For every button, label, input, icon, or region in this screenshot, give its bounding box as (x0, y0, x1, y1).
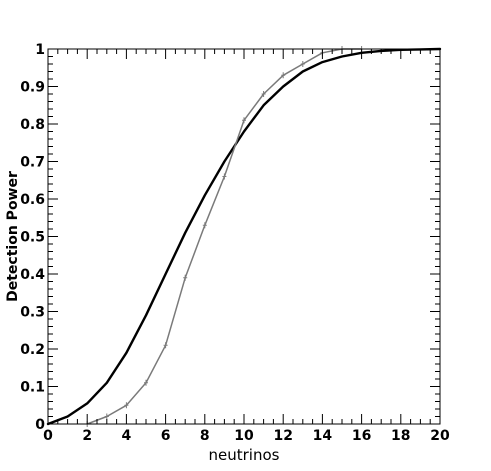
x-axis-title: neutrinos (209, 446, 280, 464)
series-line-2 (86, 48, 363, 425)
y-axis-title: Detection Power (5, 171, 21, 302)
y-tick-label: 0.1 (20, 380, 45, 396)
series-line-1 (46, 47, 442, 426)
x-tick-label: 4 (122, 428, 132, 444)
y-tick-label: 0.5 (20, 230, 45, 246)
x-tick-label: 2 (82, 428, 92, 444)
x-tick-label: 0 (43, 428, 53, 444)
y-tick-label: 0.8 (20, 117, 45, 133)
y-tick-label: 0.6 (20, 192, 45, 208)
x-tick-label: 20 (430, 428, 450, 444)
y-tick-label: 1 (35, 42, 45, 58)
series-layer (46, 46, 442, 427)
x-tick-label: 8 (200, 428, 210, 444)
x-tick-label: 18 (391, 428, 410, 444)
y-tick-label: 0.7 (20, 155, 45, 171)
x-tick-label: 10 (234, 428, 254, 444)
y-axis-ticks: 0 0.1 0.2 0.3 0.4 0.5 0.6 0.7 0.8 0.9 1 (20, 42, 440, 433)
y-tick-label: 0 (35, 417, 45, 433)
y-tick-label: 0.2 (20, 342, 45, 358)
x-axis-ticks: 0 2 4 6 8 10 12 14 16 18 20 (43, 49, 450, 444)
x-tick-label: 6 (161, 428, 171, 444)
x-tick-label: 12 (273, 428, 292, 444)
y-tick-label: 0.4 (20, 267, 45, 283)
plot-frame (47, 48, 441, 425)
x-tick-label: 16 (352, 428, 371, 444)
x-tick-label: 14 (313, 428, 333, 444)
y-tick-label: 0.3 (20, 305, 45, 321)
y-tick-label: 0.9 (20, 80, 45, 96)
